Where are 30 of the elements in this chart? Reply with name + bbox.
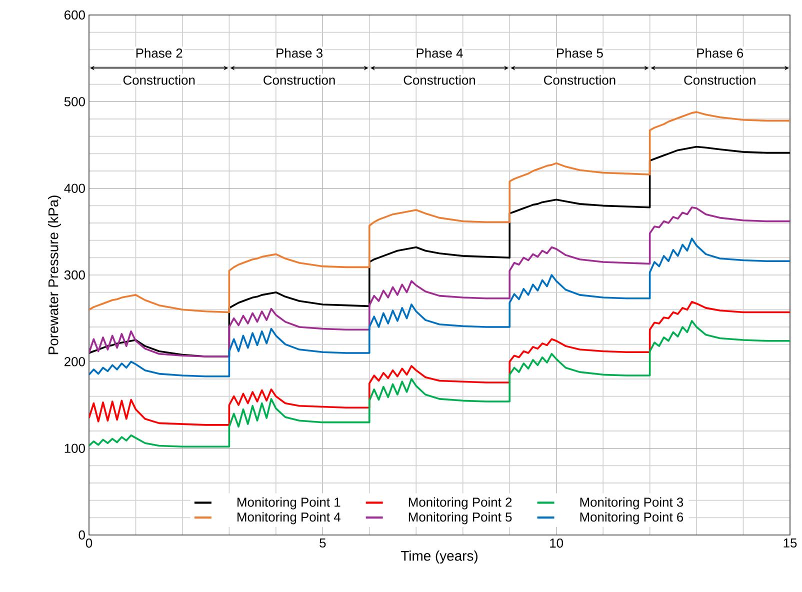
annotation: Phase 3: [276, 48, 322, 58]
x-tick-label: 10: [550, 538, 564, 548]
y-tick-label: 0: [78, 530, 85, 540]
legend-label: Monitoring Point 2: [408, 497, 512, 510]
annotation: Construction: [404, 75, 476, 85]
y-tick-label: 200: [64, 357, 85, 366]
y-tick-label: 100: [64, 444, 85, 453]
legend-label: Monitoring Point 6: [580, 512, 684, 524]
y-tick-label: 600: [64, 10, 85, 20]
x-tick-label: 15: [784, 538, 797, 548]
legend-label: Monitoring Point 4: [238, 512, 340, 524]
y-axis-title: Porewater Pressure (kPa): [48, 196, 62, 354]
annotation: Construction: [264, 75, 335, 85]
y-tick-label: 500: [64, 97, 85, 106]
y-tick-label: 400: [64, 184, 85, 193]
annotation: Phase 2: [136, 48, 182, 58]
legend-label: Monitoring Point 3: [580, 497, 684, 510]
annotation: Construction: [123, 75, 195, 85]
x-tick-label: 5: [320, 538, 326, 548]
x-tick-label: 0: [86, 538, 92, 548]
annotation: Construction: [684, 75, 756, 85]
annotation: Phase 5: [557, 48, 603, 58]
x-axis-title: Time (years): [400, 550, 478, 564]
y-tick-label: 300: [64, 270, 85, 280]
legend-label: Monitoring Point 1: [238, 497, 340, 510]
annotation: Phase 6: [697, 48, 744, 58]
line-series: [89, 238, 790, 378]
legend-label: Monitoring Point 5: [408, 512, 512, 524]
annotation: Construction: [544, 75, 616, 85]
annotation: Phase 4: [416, 48, 463, 58]
